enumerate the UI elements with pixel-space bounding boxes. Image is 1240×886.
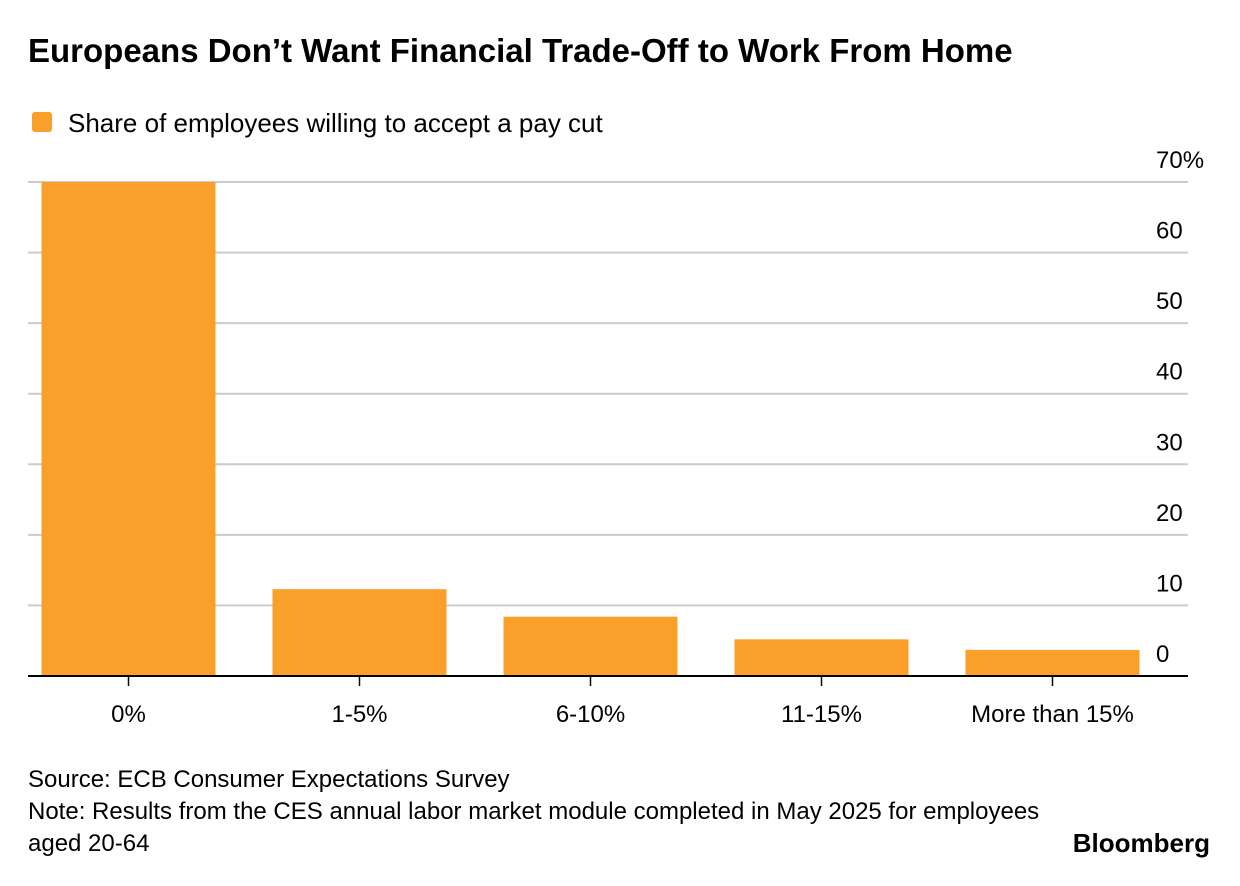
footnotes: Source: ECB Consumer Expectations Survey… <box>28 764 1048 860</box>
y-tick-label: 0 <box>1156 641 1169 668</box>
y-tick-label: 10 <box>1156 570 1183 597</box>
y-tick-label: 70% <box>1156 147 1204 174</box>
y-tick-label: 20 <box>1156 500 1183 527</box>
bar <box>503 616 678 676</box>
bar <box>734 639 909 676</box>
note: Note: Results from the CES annual labor … <box>28 798 1040 857</box>
y-tick-label: 30 <box>1156 429 1183 456</box>
legend-label: Share of employees willing to accept a p… <box>68 108 604 138</box>
bar <box>272 589 447 676</box>
x-tick-label: 0% <box>111 701 146 728</box>
y-tick-label: 40 <box>1156 359 1183 386</box>
x-tick-label: 6-10% <box>556 701 625 728</box>
bar <box>41 182 216 676</box>
x-tick-label: 11-15% <box>781 701 862 728</box>
brand: Bloomberg <box>1073 828 1210 858</box>
y-tick-label: 50 <box>1156 288 1183 315</box>
source: Source: ECB Consumer Expectations Survey <box>28 766 510 793</box>
y-tick-label: 60 <box>1156 218 1183 245</box>
legend-swatch <box>32 112 52 132</box>
x-tick-label: More than 15% <box>971 701 1134 728</box>
bar <box>965 649 1140 676</box>
chart-title: Europeans Don’t Want Financial Trade-Off… <box>28 32 1013 69</box>
x-tick-label: 1-5% <box>331 701 387 728</box>
